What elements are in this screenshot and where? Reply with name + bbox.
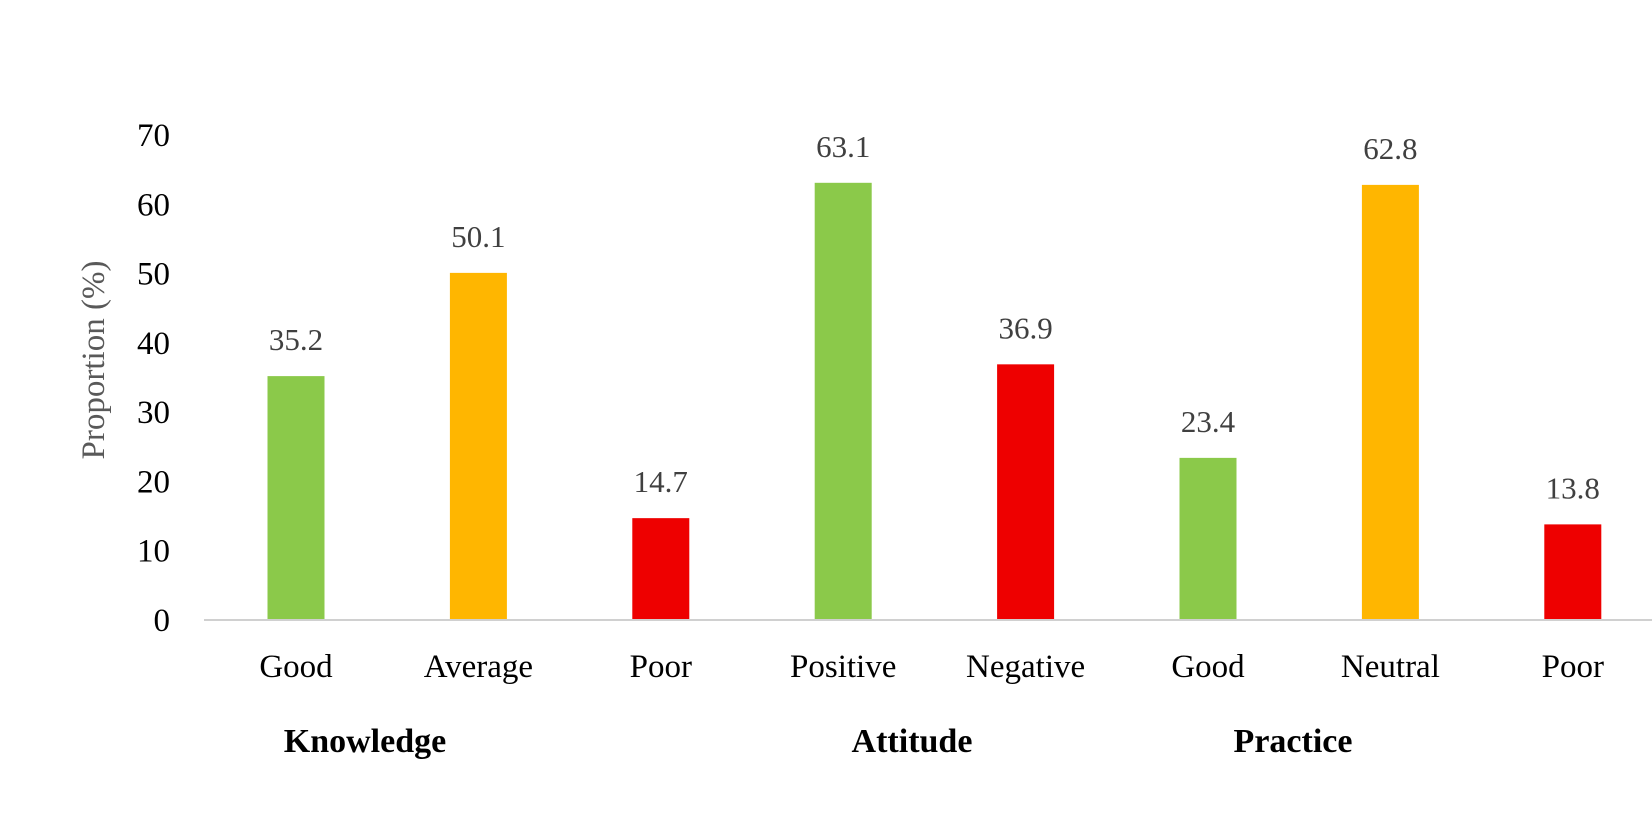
- data-label: 63.1: [816, 129, 870, 164]
- group-labels: Knowledge Attitude Practice: [284, 723, 1353, 760]
- bar: [632, 518, 690, 620]
- y-tick-label: 0: [154, 603, 171, 639]
- category-label: Good: [259, 649, 333, 685]
- category-label: Poor: [630, 649, 692, 685]
- category-label: Good: [1171, 649, 1245, 685]
- bars: 35.2 50.1 14.7 63.1 36.9 23.4 62.8 13.8: [267, 129, 1602, 621]
- group-label: Knowledge: [284, 723, 446, 760]
- bar: [814, 182, 872, 621]
- y-tick-label: 10: [137, 534, 170, 570]
- y-axis-ticks: 0 10 20 30 40 50 60 70: [137, 118, 170, 639]
- data-label: 13.8: [1546, 470, 1600, 505]
- y-tick-label: 50: [137, 257, 170, 293]
- category-label: Average: [424, 649, 533, 685]
- y-axis-title: Proportion (%): [76, 261, 112, 460]
- category-label: Positive: [790, 649, 896, 685]
- data-label: 62.8: [1363, 131, 1417, 166]
- y-tick-label: 20: [137, 464, 170, 500]
- category-label: Negative: [966, 649, 1085, 685]
- data-label: 50.1: [451, 219, 505, 254]
- bar: [267, 376, 325, 620]
- bar: [997, 364, 1055, 620]
- y-tick-label: 60: [137, 187, 170, 223]
- category-labels: Good Average Poor Positive Negative Good Neutr…: [259, 649, 1604, 685]
- bar: [449, 272, 507, 620]
- category-label: Poor: [1542, 649, 1604, 685]
- bar: [1544, 524, 1602, 620]
- data-label: 35.2: [269, 322, 323, 357]
- bar: [1179, 457, 1237, 620]
- data-label: 36.9: [998, 310, 1052, 345]
- y-tick-label: 70: [137, 118, 170, 154]
- category-label: Neutral: [1341, 649, 1440, 685]
- y-tick-label: 30: [137, 395, 170, 431]
- group-label: Attitude: [852, 723, 973, 760]
- data-label: 14.7: [634, 464, 688, 499]
- bar: [1361, 184, 1419, 620]
- group-label: Practice: [1234, 723, 1353, 760]
- data-label: 23.4: [1181, 404, 1236, 439]
- y-tick-label: 40: [137, 326, 170, 362]
